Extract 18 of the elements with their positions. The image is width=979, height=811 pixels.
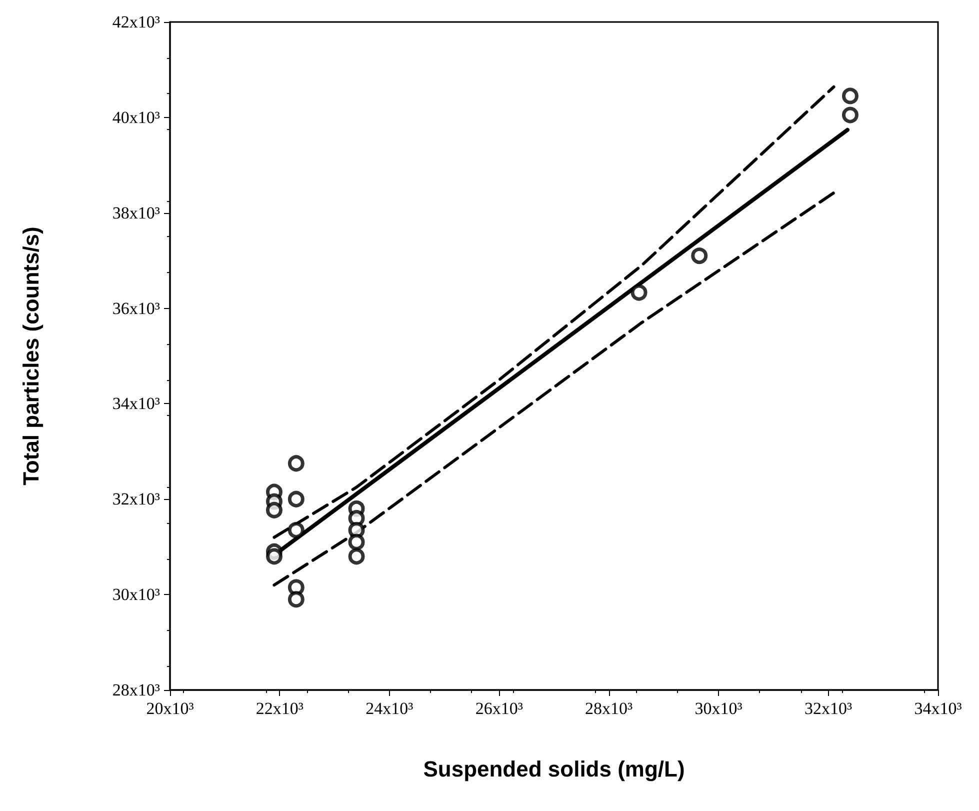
x-tick-label: 22x10³ [256,699,304,718]
x-tick-label: 28x10³ [585,699,633,718]
x-tick-label: 24x10³ [366,699,414,718]
y-tick-label: 36x10³ [112,298,160,318]
y-tick-label: 38x10³ [112,203,160,222]
y-tick-label: 34x10³ [112,394,160,414]
x-axis-title: Suspended solids (mg/L) [423,756,685,782]
y-tick-label: 28x10³ [112,680,160,700]
y-tick-label: 30x10³ [112,585,160,604]
x-tick-label: 30x10³ [694,699,742,718]
x-tick-label: 34x10³ [914,699,962,718]
x-tick-label: 26x10³ [475,699,523,718]
y-tick-label: 40x10³ [112,108,160,127]
x-tick-label: 20x10³ [146,699,194,718]
y-axis-title: Total particles (counts/s) [18,226,44,486]
y-tick-label: 32x10³ [112,490,160,509]
x-tick-label: 32x10³ [804,699,852,718]
y-tick-label: 42x10³ [112,12,160,32]
